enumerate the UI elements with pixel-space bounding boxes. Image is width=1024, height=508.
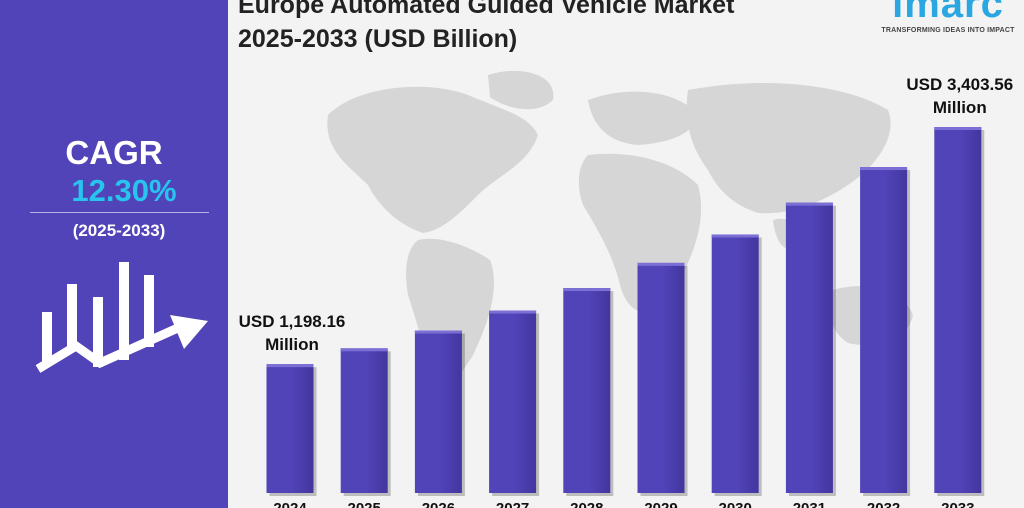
cagr-divider [30, 212, 209, 213]
bar-2027 [489, 310, 537, 493]
bar-2025 [340, 348, 388, 493]
x-tick-label-2027: 2027 [496, 500, 529, 508]
bar-top-edge [340, 348, 388, 352]
bar-group-2024 [266, 364, 317, 496]
logo-tagline: TRANSFORMING IDEAS INTO IMPACT [881, 27, 1015, 34]
chart-title: Europe Automated Guided Vehicle Market 2… [238, 0, 878, 56]
x-tick-label-2029: 2029 [644, 500, 677, 508]
x-tick-label-2030: 2030 [719, 500, 752, 508]
bar-group-2029 [637, 262, 688, 496]
bar-top-edge [637, 262, 685, 266]
chart-title-line1: Europe Automated Guided Vehicle Market [238, 0, 735, 19]
x-tick-label-2032: 2032 [867, 500, 900, 508]
bar-top-edge [860, 167, 908, 171]
x-tick-label-2025: 2025 [348, 500, 381, 508]
world-map-background [327, 70, 913, 389]
bar-top-edge [489, 310, 537, 314]
x-tick-label-2024: 2024 [273, 500, 307, 508]
bar-2032 [860, 167, 908, 493]
bar-2031 [785, 202, 833, 493]
bar-group-2026 [414, 330, 465, 496]
bar-top-edge [711, 234, 759, 238]
data-label-2033-unit: Million [933, 98, 987, 117]
bar-group-2027 [489, 310, 540, 496]
bar-top-edge [563, 288, 611, 292]
bar-top-edge [934, 127, 982, 130]
bar-top-edge [785, 202, 833, 206]
bar-group-2028 [563, 288, 614, 496]
bar-2030 [711, 234, 759, 493]
x-tick-label-2026: 2026 [422, 500, 455, 508]
growth-chart-icon [35, 262, 208, 373]
bar-2024 [266, 364, 314, 493]
x-tick-label-2033: 2033 [941, 500, 974, 508]
data-label-2024-unit: Million [265, 335, 319, 354]
bar-group-2025 [340, 348, 391, 496]
cagr-label: CAGR [65, 134, 163, 171]
cagr-panel: CAGR 12.30% (2025-2033) [0, 0, 228, 508]
data-label-2033-value: USD 3,403.56 [906, 75, 1013, 94]
x-tick-label-2031: 2031 [793, 500, 826, 508]
cagr-value: 12.30% [71, 173, 177, 208]
bar-group-2033 [934, 127, 985, 496]
data-label-2024-value: USD 1,198.16 [239, 312, 346, 331]
bar-top-edge [414, 330, 462, 334]
bar-group-2031 [785, 202, 836, 496]
bar-group-2030 [711, 234, 762, 496]
x-tick-label-2028: 2028 [570, 500, 603, 508]
logo-wordmark: imarc [892, 0, 1004, 26]
cagr-period: (2025-2033) [72, 221, 166, 240]
bar-group-2032 [860, 167, 911, 496]
chart-title-line2: 2025-2033 (USD Billion) [238, 25, 518, 53]
bar-top-edge [266, 364, 314, 368]
bar-2028 [563, 288, 611, 493]
bar-2029 [637, 262, 685, 493]
bar-2026 [414, 330, 462, 493]
bar-2033 [934, 127, 982, 493]
imarc-logo: imarc TRANSFORMING IDEAS INTO IMPACT [872, 0, 1024, 35]
